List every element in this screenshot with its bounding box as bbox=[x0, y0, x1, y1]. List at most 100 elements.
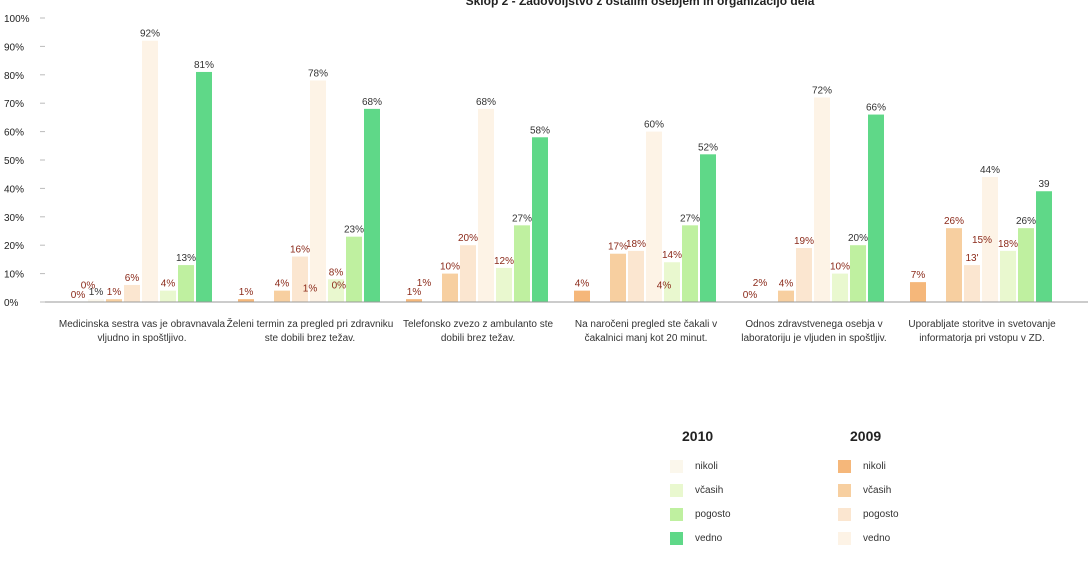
data-label: 1% bbox=[107, 287, 122, 298]
bar-2010-pogosto bbox=[178, 265, 194, 302]
bar-2010-vedno bbox=[700, 154, 716, 302]
data-label: 20% bbox=[848, 233, 868, 244]
y-tick-label: 50% bbox=[4, 156, 24, 167]
data-label: 16% bbox=[290, 245, 310, 256]
bar-2009-vedno bbox=[982, 177, 998, 302]
data-label: 1% bbox=[239, 287, 254, 298]
data-label: 23% bbox=[344, 225, 364, 236]
legend-label: pogosto bbox=[863, 508, 899, 520]
bar-2009-nikoli bbox=[910, 282, 926, 302]
data-label: 0% bbox=[81, 281, 96, 292]
category-label: Odnos zdravstvenega osebja v laboratorij… bbox=[741, 319, 887, 344]
y-tick-label: 80% bbox=[4, 71, 24, 82]
data-label: 72% bbox=[812, 86, 832, 97]
bar-2009-pogosto bbox=[796, 248, 812, 302]
data-label: 20% bbox=[458, 233, 478, 244]
bar-2009-pogosto bbox=[292, 256, 308, 302]
bar-2009-nikoli bbox=[574, 290, 590, 302]
legend-item: nikoli bbox=[838, 459, 886, 473]
bar-2010-pogosto bbox=[346, 236, 362, 302]
legend-swatch bbox=[838, 483, 851, 497]
y-axis: 0% 10% 20% 30% 40% 50% 60% 70% 80% 90% 100% bbox=[4, 14, 45, 309]
bar-2009-vedno bbox=[478, 108, 494, 302]
category-label: Na naročeni pregled ste čakali v čakalni… bbox=[574, 319, 718, 344]
data-label: 1% bbox=[89, 287, 104, 298]
data-label: 2% bbox=[753, 278, 768, 289]
data-label: 4% bbox=[161, 279, 176, 290]
bar-2009-vedno bbox=[142, 40, 158, 302]
bar-2009-včasih bbox=[946, 228, 962, 302]
bar-2010-včasih bbox=[664, 262, 680, 302]
legend-item: nikoli bbox=[670, 459, 718, 473]
bar-2010-pogosto bbox=[850, 245, 866, 302]
legend-label: vedno bbox=[695, 532, 723, 544]
data-label: 14% bbox=[662, 250, 682, 261]
category-label: Medicinska sestra vas je obravnavala vlj… bbox=[58, 319, 226, 344]
bar-2009-včasih bbox=[610, 253, 626, 302]
category-label: Želeni termin za pregled pri zdravniku s… bbox=[226, 319, 394, 344]
bar-2009-včasih bbox=[778, 290, 794, 302]
bar-2010-včasih bbox=[1000, 250, 1016, 302]
legend-item: včasih bbox=[670, 483, 723, 497]
data-label: 6% bbox=[125, 273, 140, 284]
data-label: 68% bbox=[476, 97, 496, 108]
data-label: 0% bbox=[743, 290, 758, 301]
bar-2010-pogosto bbox=[514, 225, 530, 302]
data-label: 44% bbox=[980, 165, 1000, 176]
bar-2009-pogosto bbox=[628, 250, 644, 302]
y-tick-label: 100% bbox=[4, 14, 30, 25]
bar-2009-pogosto bbox=[124, 284, 140, 302]
legend-item: včasih bbox=[838, 483, 891, 497]
data-label: 27% bbox=[680, 213, 700, 224]
bar-2009-pogosto bbox=[964, 265, 980, 302]
data-label: 1% bbox=[407, 287, 422, 298]
bar-2009-pogosto bbox=[460, 245, 476, 302]
data-label: 4% bbox=[657, 281, 672, 292]
data-label: 18% bbox=[626, 239, 646, 250]
y-tick-label: 60% bbox=[4, 128, 24, 139]
bar-2010-nikoli bbox=[88, 299, 104, 302]
legend-label: nikoli bbox=[695, 460, 718, 472]
data-label: 1% bbox=[303, 283, 318, 294]
data-label: 66% bbox=[866, 103, 886, 114]
data-label: 1% bbox=[417, 278, 432, 289]
legend-item: vedno bbox=[670, 531, 722, 545]
data-label: 4% bbox=[779, 279, 794, 290]
bar-2010-vedno bbox=[364, 108, 380, 302]
y-tick-label: 0% bbox=[4, 298, 19, 309]
bars bbox=[70, 40, 1052, 303]
y-tick-label: 90% bbox=[4, 42, 24, 53]
bar-2010-včasih bbox=[160, 290, 176, 302]
data-label: 17% bbox=[608, 242, 628, 253]
bar-2010-vedno bbox=[532, 137, 548, 302]
data-label: 19% bbox=[794, 236, 814, 247]
data-label: 7% bbox=[911, 270, 926, 281]
legend-label: pogosto bbox=[695, 508, 731, 520]
y-tick-label: 20% bbox=[4, 241, 24, 252]
data-label: 27% bbox=[512, 213, 532, 224]
bar-2009-vedno bbox=[646, 131, 662, 302]
category-label: Uporabljate storitve in svetovanje infor… bbox=[908, 319, 1056, 344]
bar-2010-vedno bbox=[868, 114, 884, 302]
y-tick-label: 70% bbox=[4, 99, 24, 110]
bar-2009-včasih bbox=[106, 299, 122, 302]
data-label: 68% bbox=[362, 97, 382, 108]
legend-swatch bbox=[670, 459, 683, 473]
bar-2009-nikoli bbox=[238, 299, 254, 302]
bar-2010-pogosto bbox=[1018, 228, 1034, 302]
data-label: 12% bbox=[494, 256, 514, 267]
bar-2010-včasih bbox=[496, 267, 512, 302]
legend-swatch bbox=[838, 459, 851, 473]
data-labels: 0% 1% 1%6%92%4%13%81%1%4%16%78%8%23%68%1%1… bbox=[71, 29, 1050, 301]
data-label: 26% bbox=[944, 216, 964, 227]
data-label: 15% bbox=[972, 235, 992, 246]
bar-2010-včasih bbox=[832, 273, 848, 302]
legend-group-title: 2010 bbox=[682, 428, 714, 444]
data-label: 78% bbox=[308, 68, 328, 79]
data-label: 52% bbox=[698, 142, 718, 153]
legend-label: včasih bbox=[695, 484, 724, 496]
data-label: 60% bbox=[644, 120, 664, 131]
bar-2010-pogosto bbox=[682, 225, 698, 302]
data-label: 81% bbox=[194, 60, 214, 71]
